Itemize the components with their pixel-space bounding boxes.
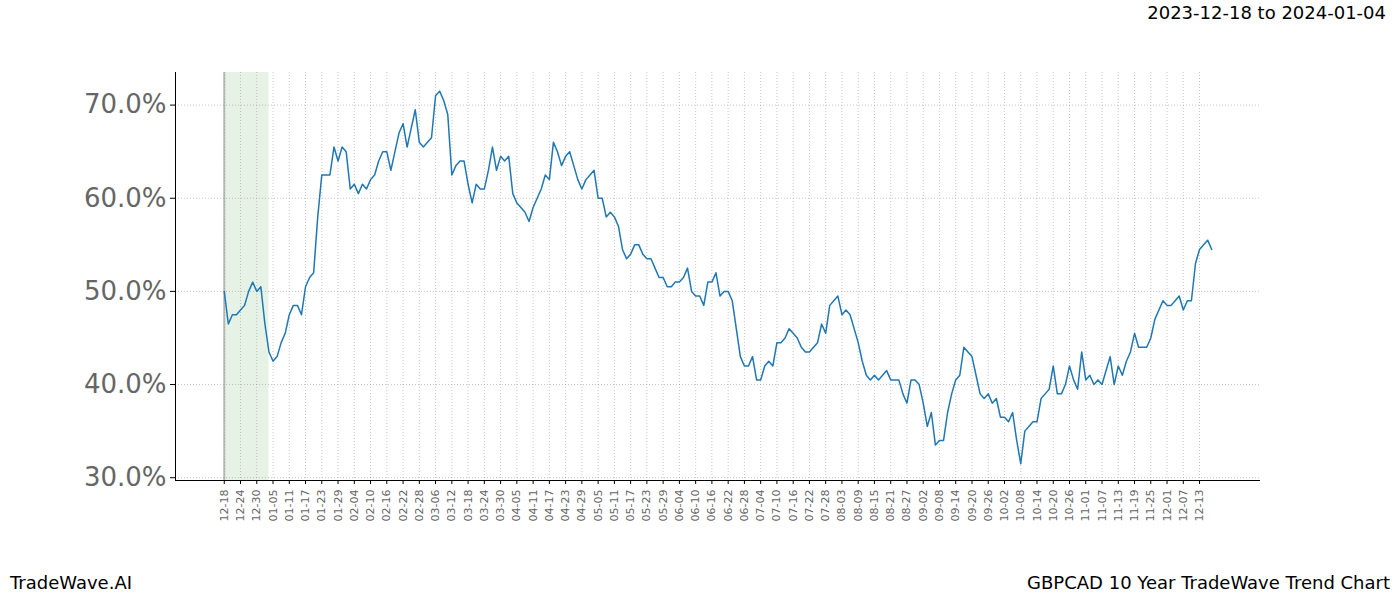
svg-text:50.0%: 50.0%: [84, 276, 167, 306]
svg-text:04-05: 04-05: [510, 490, 523, 522]
svg-text:09-14: 09-14: [949, 490, 962, 522]
svg-text:12-01: 12-01: [1161, 490, 1174, 522]
svg-text:01-11: 01-11: [283, 490, 296, 522]
svg-text:11-07: 11-07: [1096, 490, 1109, 522]
svg-text:06-16: 06-16: [705, 490, 718, 522]
svg-text:05-23: 05-23: [640, 490, 653, 522]
svg-text:07-04: 07-04: [754, 490, 767, 522]
svg-text:01-23: 01-23: [315, 490, 328, 522]
svg-text:08-09: 08-09: [852, 490, 865, 522]
svg-text:09-08: 09-08: [933, 490, 946, 522]
svg-text:08-27: 08-27: [900, 490, 913, 522]
svg-text:02-04: 02-04: [348, 490, 361, 522]
svg-text:04-29: 04-29: [575, 490, 588, 522]
svg-text:05-05: 05-05: [592, 490, 605, 522]
svg-text:02-10: 02-10: [364, 490, 377, 522]
svg-text:12-13: 12-13: [1193, 490, 1206, 522]
svg-text:02-22: 02-22: [397, 490, 410, 522]
svg-text:07-28: 07-28: [819, 490, 832, 522]
svg-text:12-18: 12-18: [218, 490, 231, 522]
svg-text:09-20: 09-20: [965, 490, 978, 522]
svg-text:08-03: 08-03: [835, 490, 848, 522]
svg-text:60.0%: 60.0%: [84, 183, 167, 213]
svg-text:04-11: 04-11: [527, 490, 540, 522]
svg-text:05-17: 05-17: [624, 490, 637, 522]
svg-text:05-11: 05-11: [608, 490, 621, 522]
svg-text:10-02: 10-02: [998, 490, 1011, 522]
svg-text:30.0%: 30.0%: [84, 462, 167, 492]
svg-text:03-06: 03-06: [429, 490, 442, 522]
svg-text:01-17: 01-17: [299, 490, 312, 522]
svg-text:10-20: 10-20: [1047, 490, 1060, 522]
svg-text:11-19: 11-19: [1128, 490, 1141, 522]
svg-text:03-18: 03-18: [462, 490, 475, 522]
svg-text:06-10: 06-10: [689, 490, 702, 522]
svg-text:12-24: 12-24: [234, 490, 247, 522]
svg-text:11-13: 11-13: [1112, 490, 1125, 522]
svg-text:10-08: 10-08: [1014, 490, 1027, 522]
svg-text:06-22: 06-22: [722, 490, 735, 522]
svg-text:09-02: 09-02: [917, 490, 930, 522]
svg-text:10-26: 10-26: [1063, 490, 1076, 522]
svg-text:03-30: 03-30: [494, 490, 507, 522]
svg-text:70.0%: 70.0%: [84, 89, 167, 119]
svg-text:06-04: 06-04: [673, 490, 686, 522]
svg-text:09-26: 09-26: [982, 490, 995, 522]
svg-text:01-05: 01-05: [267, 490, 280, 522]
svg-text:01-29: 01-29: [332, 490, 345, 522]
html-text:TradeWave.AI: TradeWave.AI: [10, 572, 132, 593]
svg-text:12-07: 12-07: [1177, 490, 1190, 522]
html-text:2023-12-18 to 2024-01-04: 2023-12-18 to 2024-01-04: [1147, 2, 1386, 23]
svg-text:08-15: 08-15: [868, 490, 881, 522]
svg-text:10-14: 10-14: [1031, 490, 1044, 522]
svg-text:03-24: 03-24: [478, 490, 491, 522]
svg-text:11-25: 11-25: [1144, 490, 1157, 522]
svg-text:40.0%: 40.0%: [84, 369, 167, 399]
svg-text:07-16: 07-16: [787, 490, 800, 522]
svg-text:02-16: 02-16: [380, 490, 393, 522]
svg-text:12-30: 12-30: [250, 490, 263, 522]
svg-text:07-22: 07-22: [803, 490, 816, 522]
svg-text:08-21: 08-21: [884, 490, 897, 522]
svg-text:04-17: 04-17: [543, 490, 556, 522]
svg-text:06-28: 06-28: [738, 490, 751, 522]
svg-text:04-23: 04-23: [559, 490, 572, 522]
svg-text:02-28: 02-28: [413, 490, 426, 522]
svg-text:03-12: 03-12: [445, 490, 458, 522]
svg-text:11-01: 11-01: [1079, 490, 1092, 522]
svg-text:07-10: 07-10: [770, 490, 783, 522]
svg-text:05-29: 05-29: [657, 490, 670, 522]
html-text:GBPCAD 10 Year TradeWave Trend: GBPCAD 10 Year TradeWave Trend Chart: [1027, 572, 1390, 593]
